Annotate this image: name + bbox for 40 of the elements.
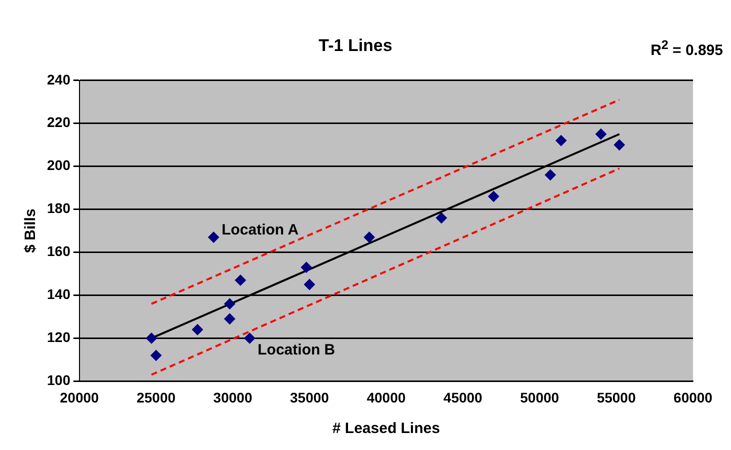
chart-title: T-1 Lines	[318, 36, 392, 55]
y-tick-label: 240	[47, 71, 71, 88]
y-tick-label: 200	[47, 157, 71, 174]
y-tick-label: 140	[47, 286, 71, 302]
y-tick-label: 180	[47, 200, 71, 216]
x-tick-label: 30000	[213, 389, 252, 406]
point	[595, 128, 606, 140]
point	[224, 298, 236, 310]
x-tick-label: 35000	[290, 389, 330, 406]
annotation: Location B	[258, 341, 336, 358]
y-axis-title: $ Bills	[22, 208, 40, 253]
y-tick-label: 120	[47, 329, 71, 346]
x-tick-label: 60000	[674, 389, 713, 406]
point	[192, 324, 203, 336]
point	[300, 262, 312, 273]
y-tick-label: 100	[47, 372, 71, 388]
y-tick-label: 220	[47, 114, 71, 130]
point	[224, 313, 236, 324]
text: R$^{2}$ = 0.895	[650, 38, 723, 59]
point	[208, 232, 220, 243]
point	[556, 135, 567, 146]
point	[364, 232, 375, 243]
x-axis-title: # Leased Lines	[332, 420, 440, 438]
y-tick-label: 160	[47, 243, 71, 260]
annotation: Location A	[222, 221, 299, 238]
x-tick-label: 45000	[443, 389, 483, 406]
point	[614, 139, 625, 150]
point	[244, 332, 256, 344]
x-tick-label: 40000	[366, 389, 406, 406]
point	[488, 190, 500, 202]
point	[146, 332, 157, 344]
point	[544, 169, 556, 180]
point	[304, 279, 315, 290]
point	[234, 274, 246, 286]
x-tick-label: 25000	[136, 389, 176, 406]
point	[436, 212, 447, 224]
x-tick-label: 50000	[520, 389, 560, 406]
point	[150, 350, 162, 361]
x-tick-label: 20000	[60, 389, 100, 406]
x-tick-label: 55000	[596, 389, 636, 406]
